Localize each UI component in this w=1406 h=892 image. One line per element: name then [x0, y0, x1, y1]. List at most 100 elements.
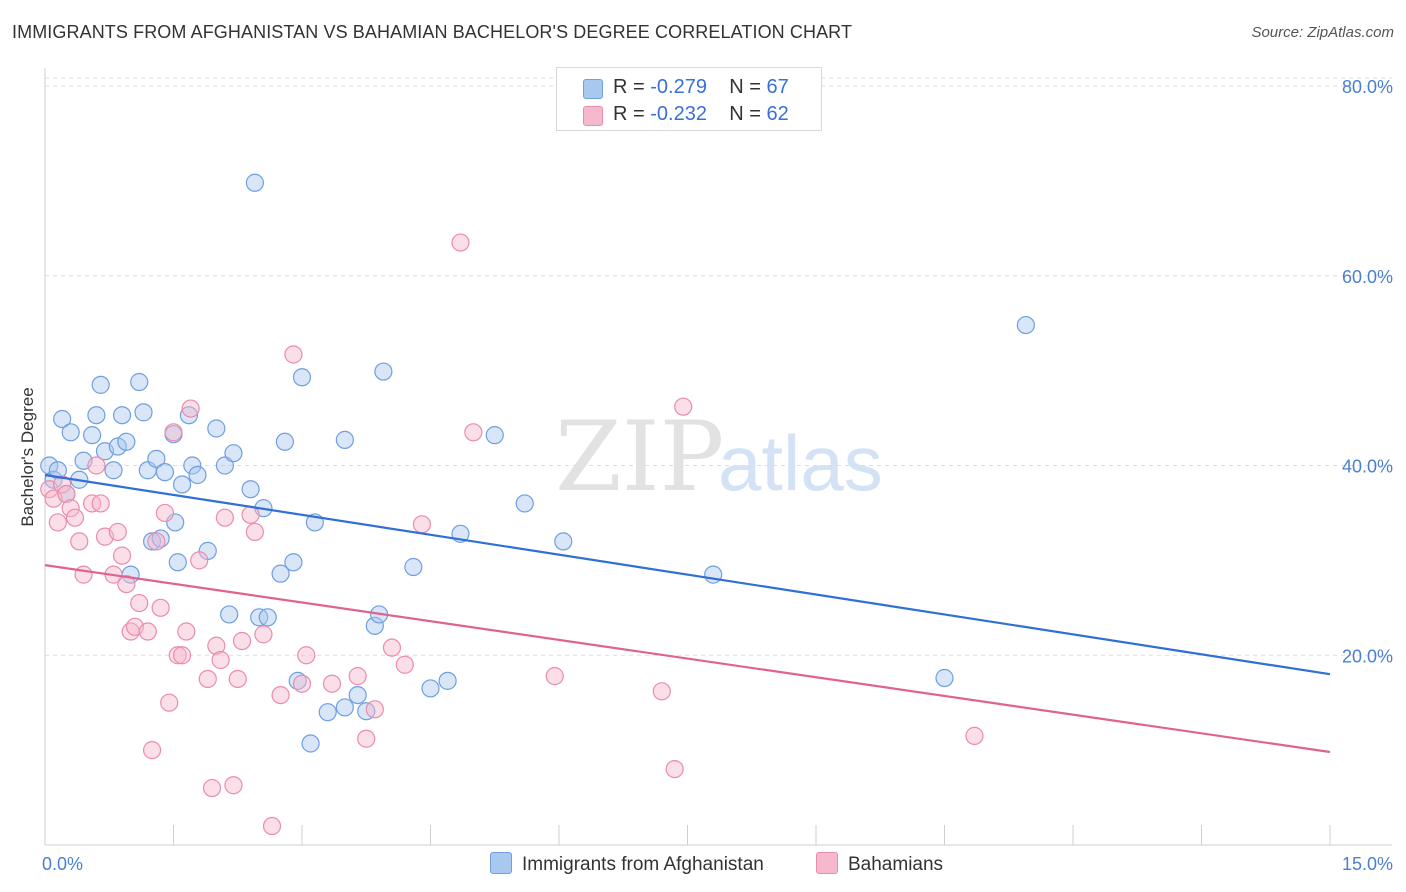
- legend-n-value: 67: [766, 76, 789, 98]
- data-point: [965, 726, 984, 745]
- data-point: [245, 173, 264, 192]
- data-point: [138, 622, 157, 641]
- data-point: [554, 532, 573, 551]
- data-point: [117, 432, 136, 451]
- data-point: [292, 368, 312, 387]
- data-point: [87, 406, 106, 425]
- y-tick-label: 80.0%: [1342, 77, 1393, 97]
- data-point: [108, 522, 127, 542]
- data-point: [515, 494, 534, 513]
- data-point: [147, 449, 166, 468]
- data-point: [335, 430, 354, 449]
- data-point: [57, 484, 76, 504]
- data-point: [211, 650, 230, 670]
- data-point: [130, 372, 149, 392]
- data-point: [284, 553, 303, 572]
- legend-n-label: N =: [729, 76, 767, 98]
- data-point: [365, 700, 384, 719]
- y-tick-label: 60.0%: [1342, 267, 1393, 287]
- data-point: [183, 456, 202, 475]
- data-point: [61, 423, 80, 442]
- data-point: [1016, 315, 1035, 335]
- data-point: [65, 508, 85, 527]
- data-point: [160, 693, 179, 712]
- data-point: [404, 557, 423, 577]
- legend-r-value: -0.279: [650, 76, 707, 98]
- bottom-legend-swatch-blue: [490, 852, 512, 874]
- watermark-atlas: atlas: [718, 419, 883, 507]
- data-point: [181, 399, 200, 418]
- data-point: [48, 513, 67, 532]
- data-point: [53, 475, 72, 494]
- trend-line: [44, 473, 1331, 676]
- legend-box: R = -0.279 N = 67 R = -0.232 N = 62: [556, 67, 822, 131]
- data-point: [130, 593, 149, 613]
- data-point: [365, 616, 384, 635]
- data-point: [382, 638, 402, 657]
- data-point: [108, 437, 127, 456]
- data-point: [228, 669, 247, 689]
- data-point: [147, 532, 166, 551]
- data-point: [357, 729, 376, 748]
- data-point: [198, 669, 217, 689]
- data-point: [935, 668, 954, 688]
- data-point: [190, 551, 209, 570]
- data-point: [151, 598, 170, 617]
- data-point: [421, 679, 440, 698]
- data-point: [70, 532, 89, 551]
- data-point: [61, 499, 80, 518]
- data-point: [297, 646, 316, 665]
- data-point: [91, 494, 110, 513]
- bottom-legend-label-bahamians: Bahamians: [848, 854, 944, 875]
- data-point: [224, 444, 243, 463]
- bottom-legend-swatch-pink: [816, 852, 838, 874]
- data-point: [207, 636, 226, 655]
- data-point: [215, 456, 234, 475]
- data-point: [545, 667, 564, 686]
- legend-r-label: R =: [613, 76, 651, 98]
- y-tick-label: 20.0%: [1342, 646, 1393, 666]
- bottom-legend-label-afghanistan: Immigrants from Afghanistan: [522, 854, 764, 875]
- data-point: [207, 419, 226, 438]
- source-label: Source: ZipAtlas.com: [1251, 24, 1394, 41]
- trend-lines: [44, 473, 1331, 754]
- data-point: [438, 671, 457, 690]
- data-point: [91, 375, 110, 394]
- data-point: [172, 646, 192, 665]
- y-tick-label: 40.0%: [1342, 457, 1393, 477]
- data-point: [142, 741, 162, 760]
- data-point: [155, 503, 175, 523]
- x-tick-label: 0.0%: [42, 854, 83, 874]
- watermark-zip: ZIP: [555, 401, 724, 513]
- data-point: [241, 480, 260, 499]
- data-point: [275, 432, 294, 451]
- data-point: [674, 397, 693, 416]
- data-point: [412, 515, 432, 534]
- legend-n-label: N =: [729, 103, 767, 125]
- legend-swatch-pink: [583, 106, 603, 126]
- data-point: [271, 685, 290, 705]
- data-point: [202, 778, 222, 798]
- legend-r-label: R =: [613, 103, 651, 125]
- data-point: [104, 461, 123, 480]
- series-bahamians-points: [40, 233, 984, 836]
- data-point: [318, 703, 337, 722]
- data-point: [464, 423, 483, 442]
- data-point: [348, 667, 367, 686]
- data-point: [224, 776, 243, 795]
- data-point: [262, 816, 282, 836]
- data-point: [451, 233, 470, 252]
- chart-title: IMMIGRANTS FROM AFGHANISTAN VS BAHAMIAN …: [12, 22, 853, 42]
- data-point: [254, 625, 273, 644]
- bottom-legend-afghanistan: Immigrants from Afghanistan: [490, 852, 764, 876]
- data-point: [40, 456, 59, 475]
- data-point: [188, 465, 207, 485]
- axes: [44, 68, 1392, 846]
- series-afghanistan-points: [40, 173, 1035, 753]
- data-point: [652, 682, 671, 701]
- data-point: [284, 345, 303, 364]
- data-point: [117, 574, 136, 594]
- data-point: [485, 426, 504, 445]
- data-point: [112, 406, 132, 425]
